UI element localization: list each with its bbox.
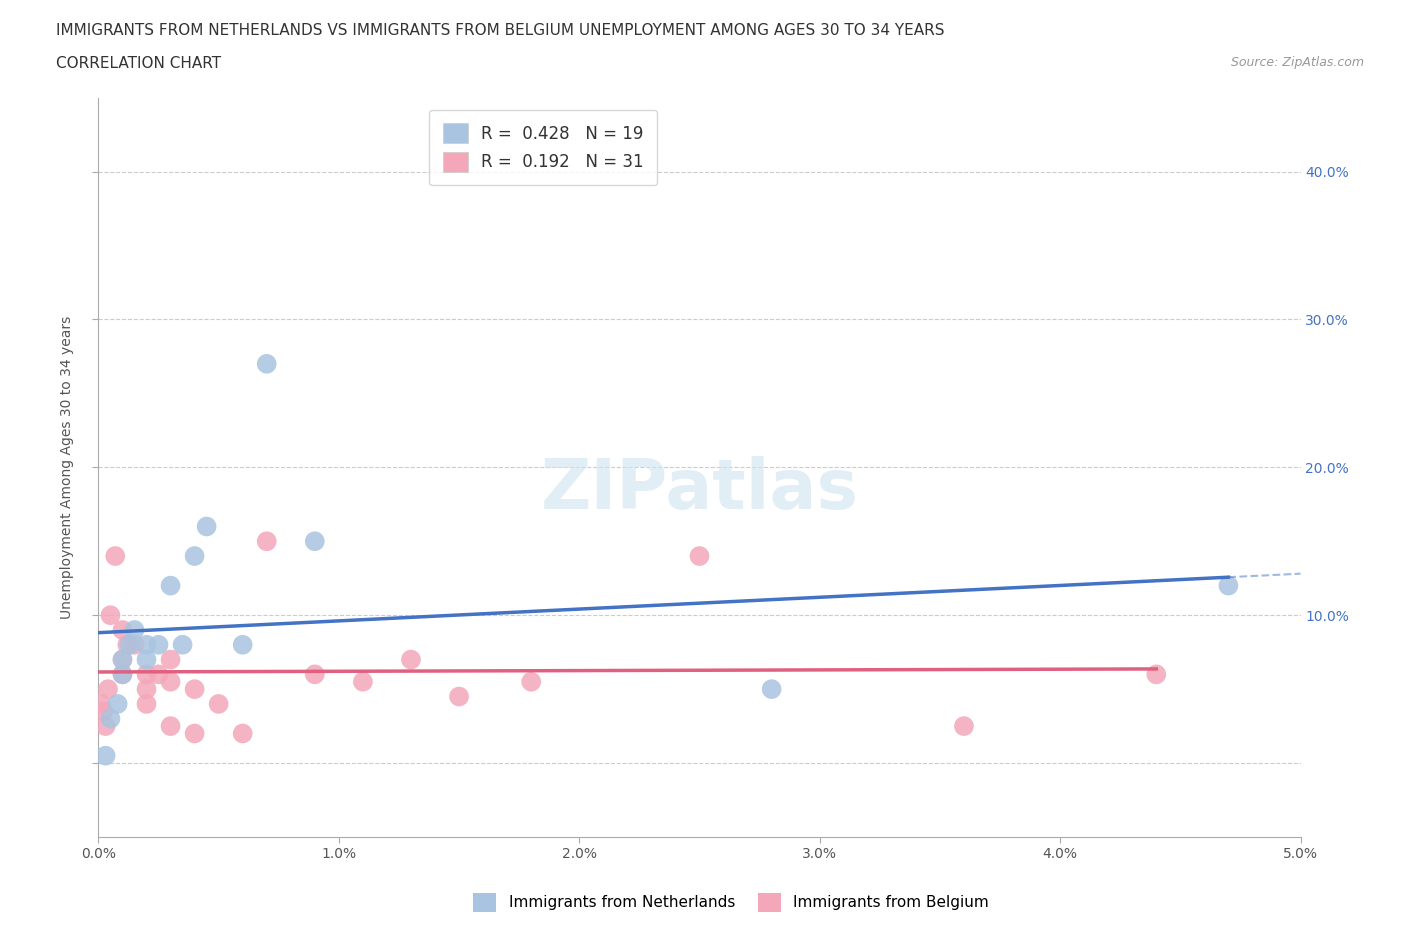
Point [124,637,146,652]
Point [159,652,181,667]
Text: ZIPatlas: ZIPatlas [540,456,859,523]
Point [1218,578,1240,593]
Point [107,697,129,711]
Point [117,637,139,652]
Point [135,637,157,652]
Point [304,667,326,682]
Point [352,674,374,689]
Point [399,652,422,667]
Point [761,682,783,697]
Point [232,726,254,741]
Point [183,549,205,564]
Point [94,719,117,734]
Legend: R =  0.428   N = 19, R =  0.192   N = 31: R = 0.428 N = 19, R = 0.192 N = 31 [429,110,657,185]
Point [159,674,181,689]
Point [256,534,278,549]
Point [208,697,231,711]
Point [91,704,114,719]
Point [135,697,157,711]
Point [111,667,134,682]
Point [520,674,543,689]
Text: IMMIGRANTS FROM NETHERLANDS VS IMMIGRANTS FROM BELGIUM UNEMPLOYMENT AMONG AGES 3: IMMIGRANTS FROM NETHERLANDS VS IMMIGRANT… [56,23,945,38]
Point [135,652,157,667]
Point [183,726,205,741]
Point [97,682,120,697]
Point [148,667,170,682]
Point [304,534,326,549]
Point [232,637,254,652]
Point [183,682,205,697]
Point [172,637,194,652]
Point [159,578,181,593]
Point [100,608,122,623]
Point [159,719,181,734]
Text: CORRELATION CHART: CORRELATION CHART [56,56,221,71]
Point [256,356,278,371]
Point [118,637,141,652]
Point [689,549,711,564]
Point [195,519,218,534]
Point [447,689,470,704]
Point [124,622,146,637]
Point [135,682,157,697]
Legend: Immigrants from Netherlands, Immigrants from Belgium: Immigrants from Netherlands, Immigrants … [467,887,995,918]
Point [90,697,112,711]
Point [953,719,976,734]
Point [135,667,157,682]
Point [111,667,134,682]
Point [111,652,134,667]
Point [148,637,170,652]
Point [94,749,117,764]
Point [1144,667,1167,682]
Text: Source: ZipAtlas.com: Source: ZipAtlas.com [1230,56,1364,69]
Point [104,549,127,564]
Point [100,711,122,726]
Point [111,622,134,637]
Point [111,652,134,667]
Y-axis label: Unemployment Among Ages 30 to 34 years: Unemployment Among Ages 30 to 34 years [60,315,75,619]
